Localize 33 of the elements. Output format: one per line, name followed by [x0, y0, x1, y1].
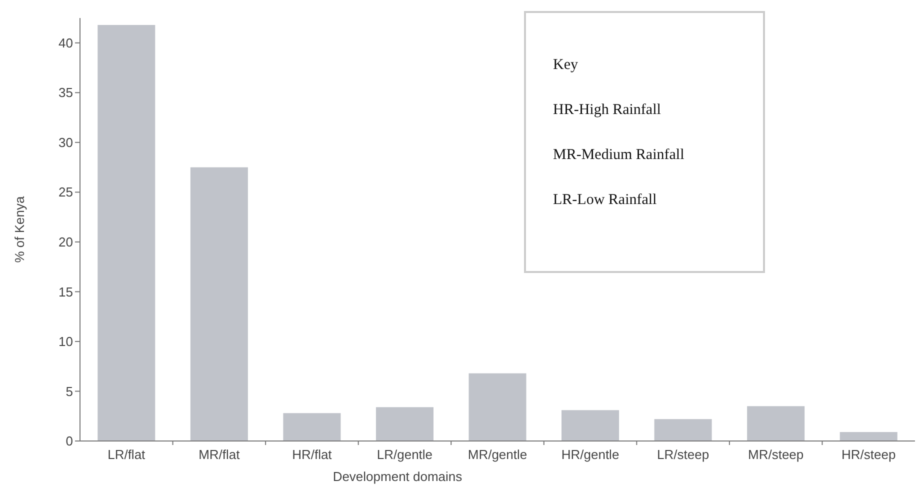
y-tick-label: 0	[66, 434, 73, 449]
x-axis-title: Development domains	[332, 469, 463, 484]
y-tick-label: 5	[66, 384, 73, 399]
x-tick-label: HR/flat	[292, 447, 332, 462]
y-tick-label: 40	[58, 35, 73, 50]
bar	[654, 419, 712, 441]
x-tick-label: MR/flat	[198, 447, 240, 462]
y-tick-label: 30	[58, 134, 73, 150]
x-tick-label: MR/gentle	[468, 447, 528, 462]
x-tick-label: LR/gentle	[376, 447, 433, 462]
bar	[468, 373, 526, 441]
y-tick-label: 15	[58, 284, 73, 300]
annotation: Key	[553, 57, 578, 73]
y-tick-label: 10	[58, 334, 73, 350]
bar	[283, 413, 341, 441]
x-tick-label: LR/flat	[108, 447, 146, 462]
y-axis-title: % of Kenya	[12, 195, 27, 263]
x-tick-label: MR/steep	[748, 447, 804, 462]
bar	[98, 24, 156, 441]
bar	[562, 410, 620, 441]
x-tick-label: HR/steep	[842, 447, 896, 462]
y-tick-label: 25	[58, 184, 73, 200]
bar	[840, 432, 898, 441]
bar	[747, 406, 805, 441]
x-tick-label: LR/steep	[657, 447, 710, 462]
bar	[376, 407, 434, 441]
y-tick-label: 20	[58, 234, 73, 250]
annotation: MR-Medium Rainfall	[553, 147, 684, 163]
bar	[190, 167, 248, 441]
x-tick-label: HR/gentle	[561, 447, 620, 462]
y-tick-label: 35	[58, 85, 73, 100]
annotation: HR-High Rainfall	[553, 102, 661, 118]
annotation: LR-Low Rainfall	[553, 192, 657, 208]
